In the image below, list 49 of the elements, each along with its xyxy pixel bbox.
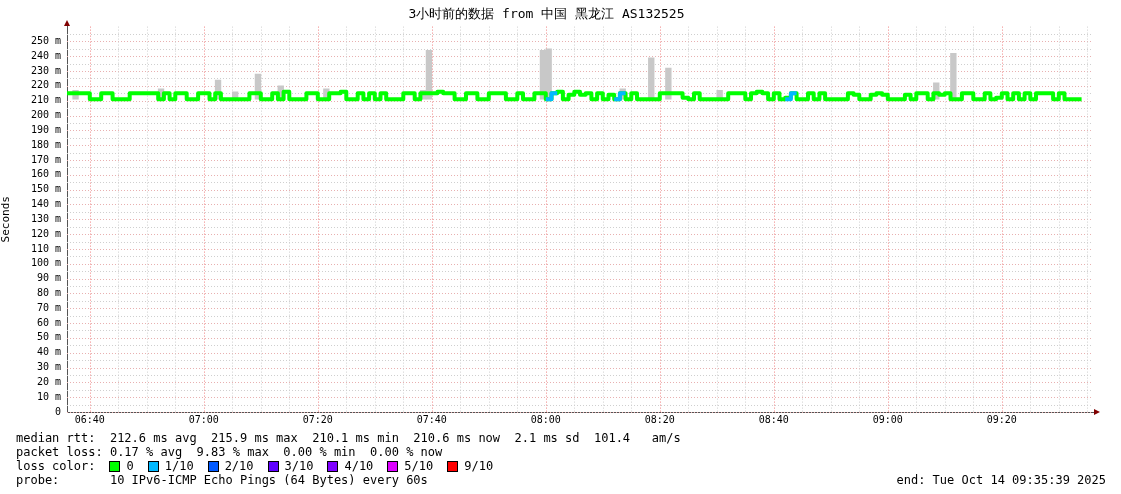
x-tick-label: 07:20 xyxy=(302,413,333,425)
x-tick-label: 09:20 xyxy=(986,413,1017,425)
y-tick-label: 190 m xyxy=(30,123,61,135)
legend-label: 1/10 xyxy=(164,459,194,473)
x-tick-label: 08:20 xyxy=(644,413,675,425)
y-tick-label: 0 xyxy=(54,405,61,417)
y-tick-label: 100 m xyxy=(30,257,61,269)
x-tick-label: 06:40 xyxy=(74,413,105,425)
y-tick-label: 250 m xyxy=(30,35,61,47)
y-tick-label: 60 m xyxy=(36,316,61,328)
y-tick-label: 160 m xyxy=(30,168,61,180)
y-tick-label: 130 m xyxy=(30,212,61,224)
legend-title: loss color: xyxy=(16,459,96,473)
legend-label: 4/10 xyxy=(344,459,374,473)
text: median rtt: 212.6 ms avg 215.9 ms max 210.1 ms min 210.6 ms now 2.1 ms sd 101.4 am/s xyxy=(16,431,681,445)
legend-label: 0 xyxy=(126,459,134,473)
y-tick-label: 50 m xyxy=(36,331,61,343)
y-tick-label: 150 m xyxy=(30,183,61,195)
text: probe: 10 IPv6-ICMP Echo Pings (64 Bytes) every 60s xyxy=(16,473,428,487)
legend-label: 9/10 xyxy=(464,459,494,473)
y-tick-label: 10 m xyxy=(36,390,61,402)
y-tick-label: 200 m xyxy=(30,109,61,121)
y-tick-label: 30 m xyxy=(36,361,61,373)
x-tick-label: 08:40 xyxy=(758,413,789,425)
y-tick-label: 110 m xyxy=(30,242,61,254)
y-tick-label: 210 m xyxy=(30,94,61,106)
y-tick-label: 90 m xyxy=(36,272,61,284)
y-axis-title: Seconds xyxy=(0,196,13,243)
y-tick-label: 240 m xyxy=(30,49,61,61)
x-tick-label: 09:00 xyxy=(872,413,903,425)
y-tick-label: 220 m xyxy=(30,79,61,91)
y-tick-label: 80 m xyxy=(36,287,61,299)
y-tick-label: 230 m xyxy=(30,64,61,76)
chart-title: 3小时前的数据 from 中国 黑龙江 AS132525 xyxy=(408,6,685,22)
text: end: Tue Oct 14 09:35:39 2025 xyxy=(896,473,1106,487)
text: packet loss: 0.17 % avg 9.83 % max 0.00 % min 0.00 % now xyxy=(16,445,443,459)
legend-label: 5/10 xyxy=(404,459,434,473)
y-tick-label: 70 m xyxy=(36,301,61,313)
y-tick-label: 140 m xyxy=(30,198,61,210)
legend-label: 2/10 xyxy=(224,459,254,473)
x-tick-label: 07:00 xyxy=(188,413,219,425)
y-tick-label: 40 m xyxy=(36,346,61,358)
x-tick-label: 08:00 xyxy=(530,413,561,425)
y-tick-label: 20 m xyxy=(36,375,61,387)
y-tick-label: 180 m xyxy=(30,138,61,150)
y-tick-label: 170 m xyxy=(30,153,61,165)
legend-label: 3/10 xyxy=(284,459,314,473)
x-tick-label: 07:40 xyxy=(416,413,447,425)
y-tick-label: 120 m xyxy=(30,227,61,239)
